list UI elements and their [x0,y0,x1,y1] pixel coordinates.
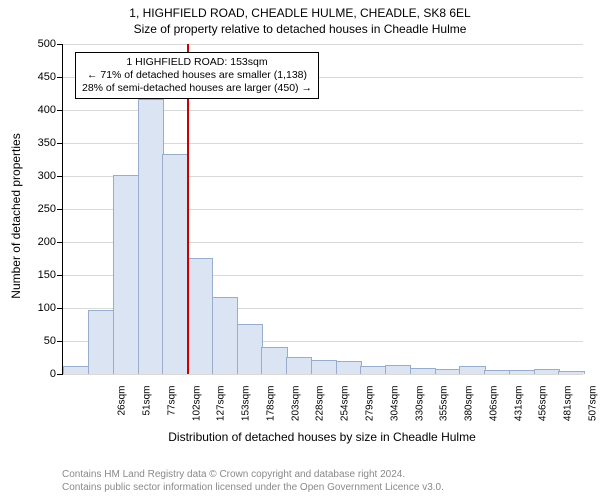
ytick-label: 100 [28,302,56,314]
xtick-label: 481sqm [563,386,574,436]
histogram-bar [237,324,263,375]
y-axis-label: Number of detached properties [9,51,23,381]
xtick-label: 304sqm [389,386,400,436]
histogram-bar [459,366,485,374]
xtick-label: 279sqm [365,386,376,436]
gridline [63,44,583,45]
ytick-mark [57,374,62,375]
xtick-label: 355sqm [439,386,450,436]
xtick-label: 102sqm [191,386,202,436]
xtick-label: 203sqm [290,386,301,436]
chart-container: 1, HIGHFIELD ROAD, CHEADLE HULME, CHEADL… [0,0,600,500]
xtick-label: 380sqm [464,386,475,436]
ytick-label: 300 [28,170,56,182]
chart-title: 1, HIGHFIELD ROAD, CHEADLE HULME, CHEADL… [0,0,600,20]
xtick-label: 456sqm [538,386,549,436]
annotation-box: 1 HIGHFIELD ROAD: 153sqm ← 71% of detach… [75,52,319,99]
histogram-bar [360,366,386,374]
xtick-label: 153sqm [241,386,252,436]
xtick-label: 330sqm [414,386,425,436]
ytick-mark [57,209,62,210]
xtick-label: 406sqm [488,386,499,436]
histogram-bar [534,369,560,374]
xtick-label: 431sqm [513,386,524,436]
footer-text: Contains HM Land Registry data © Crown c… [62,468,444,494]
xtick-label: 51sqm [142,386,153,436]
histogram-bar [509,370,535,374]
xtick-label: 77sqm [166,386,177,436]
ytick-label: 150 [28,269,56,281]
ytick-mark [57,275,62,276]
histogram-bar [385,365,411,374]
histogram-bar [410,368,436,374]
ytick-mark [57,341,62,342]
histogram-bar [138,99,164,374]
ytick-label: 50 [28,335,56,347]
footer-line: Contains public sector information licen… [62,481,444,494]
xtick-label: 127sqm [216,386,227,436]
annotation-line: 1 HIGHFIELD ROAD: 153sqm [82,56,312,69]
histogram-bar [435,369,461,374]
ytick-mark [57,77,62,78]
histogram-bar [88,310,114,374]
ytick-label: 0 [28,368,56,380]
ytick-mark [57,308,62,309]
histogram-bar [113,175,139,374]
gridline [63,374,583,375]
histogram-bar [212,297,238,374]
ytick-mark [57,110,62,111]
ytick-mark [57,143,62,144]
histogram-bar [261,347,287,374]
annotation-line: ← 71% of detached houses are smaller (1,… [82,69,312,82]
ytick-mark [57,242,62,243]
annotation-line: 28% of semi-detached houses are larger (… [82,82,312,95]
histogram-bar [336,361,362,374]
xtick-label: 228sqm [315,386,326,436]
ytick-label: 450 [28,71,56,83]
histogram-bar [187,258,213,375]
histogram-bar [311,360,337,374]
ytick-label: 500 [28,38,56,50]
ytick-label: 350 [28,137,56,149]
xtick-label: 26sqm [117,386,128,436]
xtick-label: 178sqm [265,386,276,436]
xtick-label: 507sqm [587,386,598,436]
xtick-label: 254sqm [340,386,351,436]
histogram-bar [63,366,89,374]
ytick-mark [57,176,62,177]
footer-line: Contains HM Land Registry data © Crown c… [62,468,444,481]
histogram-bar [286,357,312,375]
ytick-label: 400 [28,104,56,116]
histogram-bar [162,154,188,374]
chart-subtitle: Size of property relative to detached ho… [0,20,600,36]
histogram-bar [558,371,584,374]
histogram-bar [484,370,510,374]
ytick-label: 250 [28,203,56,215]
ytick-label: 200 [28,236,56,248]
ytick-mark [57,44,62,45]
